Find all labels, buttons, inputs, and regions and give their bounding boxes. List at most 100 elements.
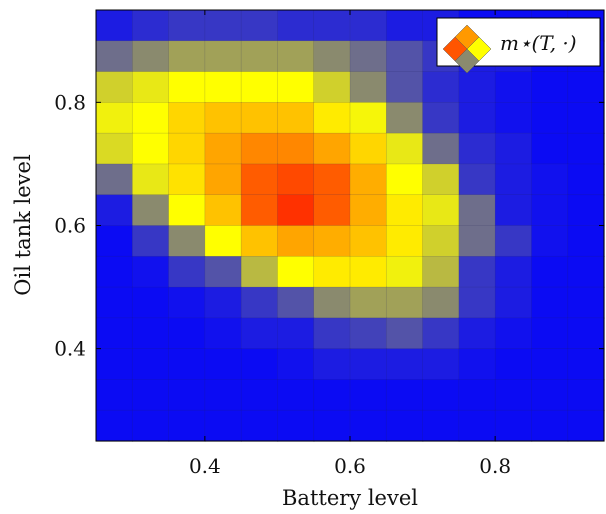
heatmap-cell (204, 286, 242, 319)
heatmap-cell (95, 348, 134, 381)
heatmap-cell (567, 255, 605, 288)
heatmap-cell (131, 40, 170, 73)
heatmap-cell (240, 317, 279, 350)
heatmap-cell (204, 348, 242, 381)
heatmap-cell (240, 225, 279, 258)
heatmap-cell (313, 132, 351, 165)
heatmap-cell (531, 348, 569, 381)
heatmap-cell (385, 317, 424, 350)
heatmap-cell (458, 255, 496, 288)
heatmap-cell (168, 409, 206, 442)
heatmap-cell (349, 379, 388, 412)
heatmap-cell (131, 409, 170, 442)
heatmap-cell (422, 317, 460, 350)
heatmap-cell (313, 409, 351, 442)
x-tick-label: 0.4 (189, 454, 221, 478)
heatmap-cell (349, 409, 388, 442)
heatmap-cell (531, 194, 569, 227)
heatmap-cell (385, 163, 424, 196)
heatmap-cell (349, 317, 388, 350)
heatmap-cell (240, 40, 279, 73)
heatmap-cell (95, 286, 134, 319)
heatmap-cell (277, 317, 315, 350)
heatmap-cell (567, 225, 605, 258)
heatmap-cell (385, 379, 424, 412)
heatmap-cell (204, 163, 242, 196)
heatmap-cell (422, 348, 460, 381)
heatmap-cell (131, 348, 170, 381)
heatmap-cell (95, 40, 134, 73)
heatmap-cell (240, 348, 279, 381)
heatmap-cell (494, 163, 533, 196)
heatmap-cell (240, 255, 279, 288)
heatmap-cell (494, 286, 533, 319)
heatmap-cell (531, 409, 569, 442)
heatmap-cell (385, 348, 424, 381)
heatmap-cell (458, 194, 496, 227)
heatmap-cell (277, 348, 315, 381)
heatmap-cell (349, 348, 388, 381)
heatmap-cell (168, 225, 206, 258)
heatmap-cell (204, 40, 242, 73)
heatmap-cell (458, 317, 496, 350)
heatmap-cell (277, 379, 315, 412)
heatmap-cell (168, 102, 206, 134)
heatmap-cell (95, 163, 134, 196)
heatmap-cell (313, 102, 351, 134)
heatmap-cell (95, 379, 134, 412)
heatmap-cell (168, 9, 206, 42)
heatmap-cell (313, 225, 351, 258)
heatmap-cell (313, 40, 351, 73)
heatmap-cell (349, 71, 388, 104)
heatmap-cell (168, 255, 206, 288)
heatmap-cell (531, 163, 569, 196)
heatmap-cell (531, 71, 569, 104)
heatmap-cell (168, 286, 206, 319)
heatmap-cell (494, 317, 533, 350)
heatmap-cell (531, 102, 569, 134)
heatmap-cell (204, 71, 242, 104)
heatmap-cell (168, 379, 206, 412)
heatmap-cell (277, 9, 315, 42)
heatmap-cell (349, 255, 388, 288)
heatmap-cell (131, 163, 170, 196)
heatmap-cell (95, 225, 134, 258)
y-tick-label: 0.8 (54, 90, 86, 114)
heatmap-cell (494, 132, 533, 165)
x-tick-label: 0.8 (479, 454, 511, 478)
heatmap-cell (313, 379, 351, 412)
heatmap-cell (313, 9, 351, 42)
heatmap-cell (204, 102, 242, 134)
heatmap-cell (458, 71, 496, 104)
legend-diamond-icon (442, 24, 492, 74)
heatmap-cell (240, 71, 279, 104)
heatmap-cell (531, 255, 569, 288)
heatmap-cell (385, 102, 424, 134)
heatmap-cell (349, 163, 388, 196)
heatmap-cell (313, 163, 351, 196)
heatmap-cell (95, 317, 134, 350)
heatmap-cell (240, 379, 279, 412)
heatmap-cell (204, 194, 242, 227)
heatmap-cell (531, 132, 569, 165)
heatmap-cell (385, 286, 424, 319)
heatmap-cell (204, 9, 242, 42)
heatmap-cell (131, 194, 170, 227)
heatmap-cell (494, 225, 533, 258)
heatmap-cell (277, 409, 315, 442)
heatmap-cell (567, 317, 605, 350)
heatmap-cell (240, 194, 279, 227)
heatmap-cell (385, 9, 424, 42)
axis-ticks: 0.4 0.6 0.8 0.4 0.6 0.8 (54, 10, 604, 478)
heatmap-cell (313, 348, 351, 381)
heatmap-cell (168, 71, 206, 104)
heatmap-cell (277, 71, 315, 104)
heatmap-cell (349, 194, 388, 227)
heatmap-cell (131, 379, 170, 412)
heatmap-cell (95, 194, 134, 227)
heatmap-cell (494, 255, 533, 288)
heatmap-cell (349, 102, 388, 134)
heatmap-cell (567, 409, 605, 442)
heatmap-cell (458, 286, 496, 319)
